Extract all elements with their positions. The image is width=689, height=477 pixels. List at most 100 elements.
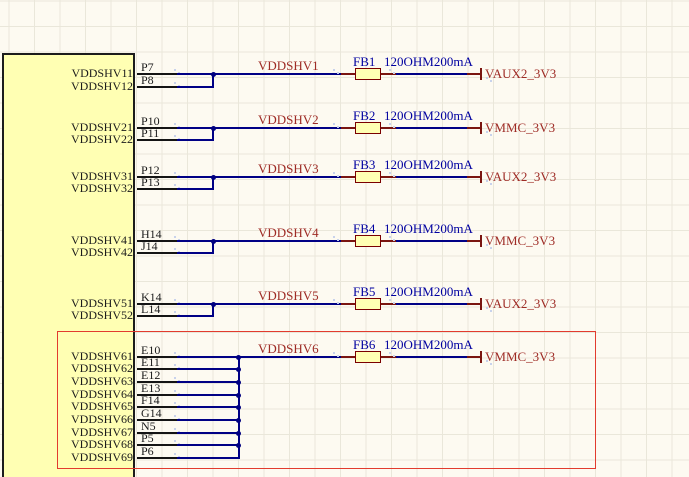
ferrite-bead[interactable] <box>355 68 381 80</box>
pin-number-label[interactable]: P5 <box>141 431 154 445</box>
pin-number-label[interactable]: P8 <box>141 73 154 87</box>
pin-number-label[interactable]: P6 <box>141 444 154 458</box>
pin-line[interactable] <box>137 86 177 88</box>
net-wire[interactable] <box>177 419 240 421</box>
pin-line[interactable] <box>137 315 177 317</box>
net-wire[interactable] <box>177 139 214 141</box>
bus-vertical-wire[interactable] <box>238 357 240 459</box>
net-wire[interactable] <box>396 176 467 178</box>
pin-line[interactable] <box>137 240 177 242</box>
pin-name-label[interactable]: VDDSHV12 <box>70 79 133 93</box>
pin-name-label[interactable]: VDDSHV11 <box>71 66 133 80</box>
pin-number-label[interactable]: P13 <box>141 175 160 189</box>
net-wire-vertical[interactable] <box>212 74 214 88</box>
fb-value-label[interactable]: 120OHM200mA <box>384 108 473 123</box>
pin-name-label[interactable]: VDDSHV66 <box>70 412 133 426</box>
pin-name-label[interactable]: VDDSHV52 <box>70 308 133 322</box>
net-wire[interactable] <box>177 176 341 178</box>
net-wire[interactable] <box>177 406 240 408</box>
pin-number-label[interactable]: P11 <box>141 126 160 140</box>
net-wire[interactable] <box>177 127 341 129</box>
pin-name-label[interactable]: VDDSHV67 <box>70 425 133 439</box>
fb-designator[interactable]: FB2 <box>353 108 376 123</box>
net-wire-vertical[interactable] <box>212 128 214 141</box>
ferrite-bead[interactable] <box>355 171 381 183</box>
pin-name-label[interactable]: VDDSHV63 <box>70 374 133 388</box>
net-wire-vertical[interactable] <box>212 177 214 190</box>
net-wire[interactable] <box>177 432 240 434</box>
net-wire-vertical[interactable] <box>212 241 214 254</box>
net-wire[interactable] <box>177 252 214 254</box>
pin-line[interactable] <box>137 406 177 408</box>
output-net-label[interactable]: VAUX2_3V3 <box>485 66 557 81</box>
pin-number-label[interactable]: F14 <box>141 393 160 407</box>
pin-name-label[interactable]: VDDSHV65 <box>70 399 133 413</box>
pin-name-label[interactable]: VDDSHV51 <box>70 296 133 310</box>
pin-number-label[interactable]: G14 <box>141 406 162 420</box>
pin-line[interactable] <box>137 303 177 305</box>
net-wire[interactable] <box>177 240 341 242</box>
fb-value-label[interactable]: 120OHM200mA <box>384 337 473 352</box>
pin-line[interactable] <box>137 444 177 446</box>
pin-line[interactable] <box>137 419 177 421</box>
net-wire[interactable] <box>396 303 467 305</box>
net-label[interactable]: VDDSHV3 <box>258 161 319 176</box>
pin-line[interactable] <box>137 356 177 358</box>
net-wire[interactable] <box>396 73 467 75</box>
net-wire[interactable] <box>177 86 214 88</box>
fb-value-label[interactable]: 120OHM200mA <box>384 54 473 69</box>
pin-name-label[interactable]: VDDSHV69 <box>70 450 133 464</box>
net-wire[interactable] <box>396 356 467 358</box>
component-body[interactable] <box>2 53 135 477</box>
pin-line[interactable] <box>137 139 177 141</box>
pin-name-label[interactable]: VDDSHV42 <box>70 245 133 259</box>
output-net-label[interactable]: VMMC_3V3 <box>485 233 556 248</box>
pin-name-label[interactable]: VDDSHV41 <box>70 233 133 247</box>
pin-name-label[interactable]: VDDSHV68 <box>70 437 133 451</box>
pin-number-label[interactable]: P12 <box>141 163 160 177</box>
pin-name-label[interactable]: VDDSHV64 <box>70 387 133 401</box>
output-net-label[interactable]: VAUX2_3V3 <box>485 296 557 311</box>
pin-number-label[interactable]: E10 <box>141 343 161 357</box>
pin-number-label[interactable]: J14 <box>141 239 158 253</box>
net-wire[interactable] <box>177 73 341 75</box>
net-label[interactable]: VDDSHV6 <box>258 341 319 356</box>
fb-designator[interactable]: FB1 <box>353 54 376 69</box>
net-label[interactable]: VDDSHV5 <box>258 288 319 303</box>
ferrite-bead[interactable] <box>355 351 381 363</box>
pin-line[interactable] <box>137 432 177 434</box>
output-net-label[interactable]: VAUX2_3V3 <box>485 169 557 184</box>
group-highlight-rect[interactable] <box>57 331 596 469</box>
net-wire[interactable] <box>177 381 240 383</box>
fb-designator[interactable]: FB4 <box>353 221 376 236</box>
fb-designator[interactable]: FB3 <box>353 157 376 172</box>
net-wire[interactable] <box>177 457 240 459</box>
pin-number-label[interactable]: P7 <box>141 60 154 74</box>
pin-line[interactable] <box>137 394 177 396</box>
pin-line[interactable] <box>137 188 177 190</box>
fb-value-label[interactable]: 120OHM200mA <box>384 157 473 172</box>
pin-number-label[interactable]: L14 <box>141 302 161 316</box>
pin-number-label[interactable]: N5 <box>141 419 156 433</box>
net-label[interactable]: VDDSHV1 <box>258 58 319 73</box>
pin-line[interactable] <box>137 73 177 75</box>
net-wire[interactable] <box>396 127 467 129</box>
pin-line[interactable] <box>137 381 177 383</box>
pin-name-label[interactable]: VDDSHV61 <box>70 349 133 363</box>
fb-value-label[interactable]: 120OHM200mA <box>384 221 473 236</box>
fb-designator[interactable]: FB6 <box>353 337 376 352</box>
pin-name-label[interactable]: VDDSHV62 <box>70 361 133 375</box>
pin-line[interactable] <box>137 176 177 178</box>
pin-name-label[interactable]: VDDSHV31 <box>70 169 133 183</box>
pin-number-label[interactable]: E12 <box>141 368 161 382</box>
net-wire[interactable] <box>177 394 240 396</box>
pin-number-label[interactable]: K14 <box>141 290 162 304</box>
ferrite-bead[interactable] <box>355 122 381 134</box>
ferrite-bead[interactable] <box>355 298 381 310</box>
pin-name-label[interactable]: VDDSHV21 <box>70 120 133 134</box>
net-wire[interactable] <box>177 356 341 358</box>
pin-line[interactable] <box>137 368 177 370</box>
net-label[interactable]: VDDSHV4 <box>258 225 319 240</box>
net-wire[interactable] <box>177 188 214 190</box>
net-wire[interactable] <box>396 240 467 242</box>
